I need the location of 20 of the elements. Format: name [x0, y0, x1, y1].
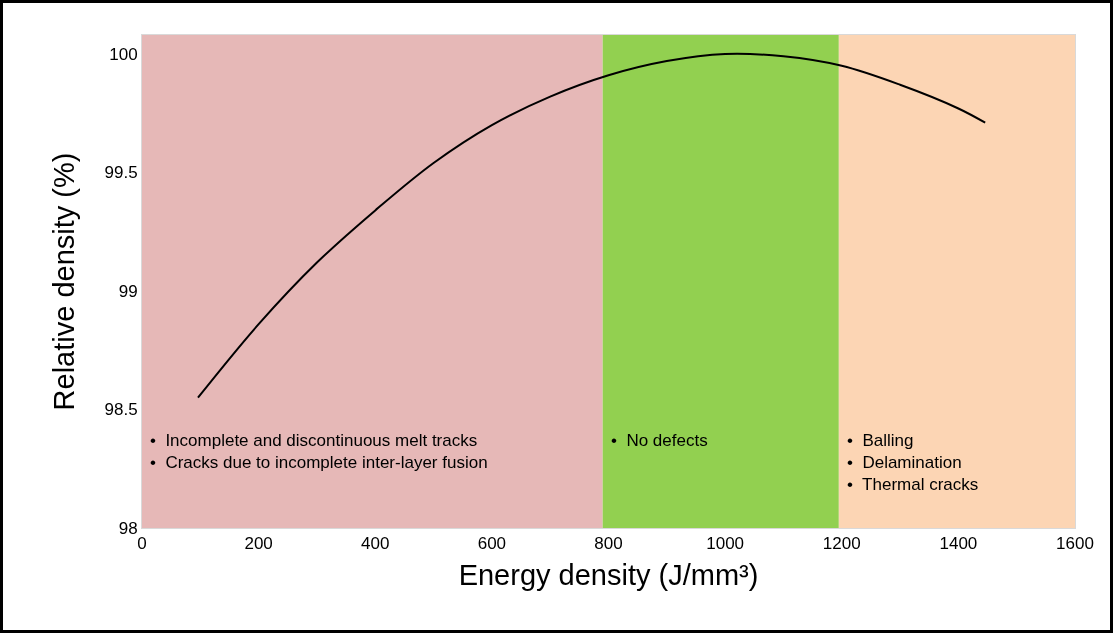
- x-tick-label: 1200: [822, 534, 861, 554]
- x-tick-label: 1400: [939, 534, 978, 554]
- y-tick-label: 99: [118, 281, 138, 301]
- band-label: • Balling • Delamination • Thermal cracks: [847, 431, 979, 495]
- x-tick-label: 200: [244, 534, 273, 554]
- x-tick-label: 0: [137, 534, 147, 554]
- x-tick-label: 1600: [1056, 534, 1094, 554]
- x-tick-label: 600: [477, 534, 507, 554]
- x-tick-label: 400: [361, 534, 390, 554]
- y-tick-label: 99.5: [104, 163, 138, 183]
- y-tick-label: 98.5: [104, 400, 138, 420]
- line-series: [196, 52, 987, 399]
- x-axis-title: Energy density (J/mm³): [458, 559, 759, 592]
- x-tick-label: 800: [594, 534, 623, 554]
- band-label: • Incomplete and discontinuous melt tracks • Cracks due to incomplete inter-layer fusion: [150, 431, 488, 473]
- y-tick-label: 98: [118, 518, 138, 538]
- band-label: • No defects: [611, 431, 708, 450]
- x-tick-label: 1000: [706, 534, 745, 554]
- y-tick-label: 100: [109, 44, 138, 64]
- y-axis-title: Relative density (%): [48, 152, 80, 411]
